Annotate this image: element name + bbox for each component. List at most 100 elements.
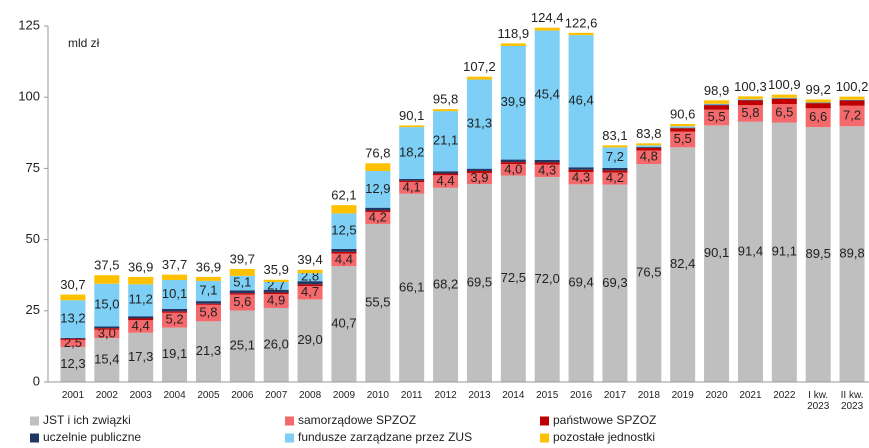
bar-segment: [771, 104, 797, 123]
total-label: 62,1: [331, 188, 356, 203]
value-label: 7,1: [199, 282, 217, 297]
x-tick-label: 2012: [434, 390, 457, 401]
value-label: 89,5: [806, 246, 831, 261]
value-label: 72,5: [501, 270, 526, 285]
bar-segment: [771, 97, 797, 99]
bar-segment: [297, 273, 323, 282]
bar-segment: [636, 147, 662, 151]
bar-segment: [771, 94, 797, 98]
total-label: 35,9: [264, 262, 289, 277]
value-label: 5,6: [233, 294, 251, 309]
x-tick-label: 2009: [332, 390, 356, 401]
value-label: 17,3: [128, 349, 153, 364]
value-label: 69,4: [568, 275, 593, 290]
bar-segment: [297, 281, 323, 285]
value-label: 40,7: [331, 315, 356, 330]
bar-segment: [128, 284, 154, 317]
bar-segment: [636, 145, 662, 148]
y-tick-label: 75: [26, 160, 40, 175]
bar-segment: [94, 283, 120, 327]
bar-segment: [737, 100, 763, 106]
bar-segment: [94, 328, 120, 330]
bar-segment: [805, 103, 831, 109]
bar-segment: [60, 300, 86, 338]
bar-segment: [534, 164, 560, 177]
bar-segment: [568, 35, 594, 168]
bar-segment: [466, 168, 492, 171]
bar-segment: [162, 312, 188, 328]
total-label: 76,8: [365, 146, 390, 161]
bar-segment: [162, 308, 188, 312]
total-label: 37,5: [94, 258, 119, 273]
legend-swatch: [540, 416, 549, 426]
bar-segment: [399, 182, 425, 194]
value-label: 5,5: [674, 131, 692, 146]
bar-segment: [331, 205, 357, 214]
bar-segment: [568, 169, 594, 173]
y-tick-label: 0: [33, 373, 40, 388]
bar-segment: [195, 301, 221, 304]
value-label: 4,8: [640, 149, 658, 164]
value-label: 21,3: [196, 343, 221, 358]
value-label: 69,3: [602, 275, 627, 290]
bar-segment: [704, 103, 730, 105]
value-label: 4,2: [606, 170, 624, 185]
bar-segment: [399, 180, 425, 183]
bar-segment: [60, 294, 86, 301]
bar-segment: [60, 339, 86, 347]
bar-segment: [602, 147, 628, 168]
bar-segment: [534, 159, 560, 163]
value-label: 89,8: [839, 246, 864, 261]
bar-segment: [636, 150, 662, 165]
x-tick-label: 2007: [265, 390, 288, 401]
bar-segment: [229, 310, 255, 382]
bar-segment: [195, 303, 221, 305]
x-tick-label: 2003: [129, 390, 152, 401]
value-label: 7,2: [606, 149, 624, 164]
x-tick-label: 2020: [705, 390, 728, 401]
value-label: 11,2: [129, 292, 153, 307]
bar-segment: [263, 282, 289, 290]
bar-segment: [534, 176, 560, 382]
bar-segment: [568, 32, 594, 36]
bar-segment: [195, 304, 221, 322]
bar-segment: [195, 321, 221, 382]
value-label: 12,5: [331, 223, 356, 238]
bar-segment: [263, 293, 289, 308]
bar-segment: [128, 320, 154, 333]
bar-segment: [568, 172, 594, 185]
value-label: 4,4: [132, 318, 150, 333]
x-tick-label: 2022: [773, 390, 796, 401]
bar-segment: [500, 43, 526, 46]
value-label: 4,9: [267, 292, 285, 307]
bar-segment: [433, 111, 459, 172]
legend-label: uczelnie publiczne: [43, 430, 141, 444]
y-tick-label: 100: [18, 89, 40, 104]
total-label: 99,2: [806, 82, 831, 97]
bar-segment: [737, 99, 763, 100]
value-label: 72,0: [535, 271, 560, 286]
bar-segment: [229, 275, 255, 291]
bar-segment: [602, 145, 628, 148]
x-tick-label: 2013: [468, 390, 491, 401]
legend-swatch: [285, 433, 294, 443]
bar-segment: [128, 316, 154, 319]
bar-segment: [162, 280, 188, 309]
bar-segment: [534, 30, 560, 160]
bar-segment: [704, 105, 730, 110]
bar-segment: [433, 173, 459, 176]
value-label: 4,4: [437, 173, 455, 188]
x-tick-label: 2006: [231, 390, 254, 401]
total-label: 90,6: [670, 106, 695, 121]
total-label: 90,1: [399, 108, 424, 123]
bar-segment: [568, 167, 594, 170]
bar-segment: [60, 337, 86, 339]
bar-segment: [128, 318, 154, 321]
bar-segment: [737, 121, 763, 382]
value-label: 46,4: [568, 93, 593, 108]
x-tick-label: 2016: [569, 390, 593, 401]
x-tick-label: 2008: [298, 390, 322, 401]
bar-segment: [704, 109, 730, 126]
bar-segment: [805, 127, 831, 382]
